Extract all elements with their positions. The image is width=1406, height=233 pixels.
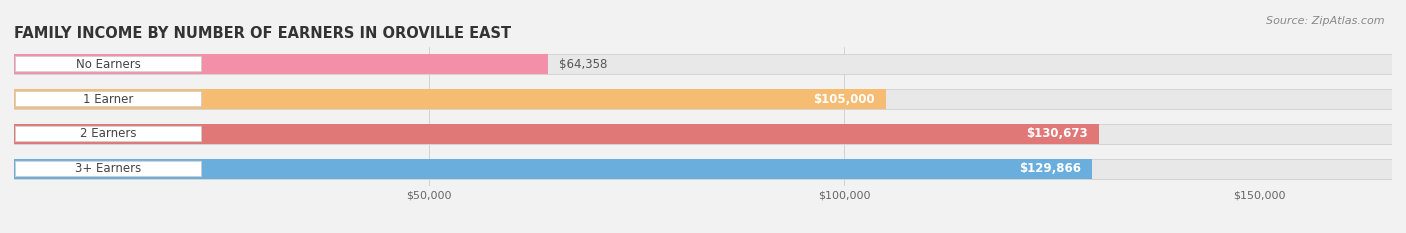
Text: No Earners: No Earners xyxy=(76,58,141,71)
Text: Source: ZipAtlas.com: Source: ZipAtlas.com xyxy=(1267,16,1385,26)
FancyBboxPatch shape xyxy=(15,91,201,107)
Text: $130,673: $130,673 xyxy=(1026,127,1088,140)
Text: $64,358: $64,358 xyxy=(560,58,607,71)
Bar xyxy=(14,159,1392,178)
Bar xyxy=(14,55,548,74)
FancyBboxPatch shape xyxy=(15,161,201,177)
Bar xyxy=(14,89,1392,109)
Bar xyxy=(14,159,1092,178)
Text: 3+ Earners: 3+ Earners xyxy=(76,162,142,175)
FancyBboxPatch shape xyxy=(15,56,201,72)
Text: FAMILY INCOME BY NUMBER OF EARNERS IN OROVILLE EAST: FAMILY INCOME BY NUMBER OF EARNERS IN OR… xyxy=(14,26,512,41)
Bar xyxy=(14,89,886,109)
FancyBboxPatch shape xyxy=(15,126,201,142)
Bar xyxy=(14,55,1392,74)
Text: $105,000: $105,000 xyxy=(813,93,875,106)
Text: $129,866: $129,866 xyxy=(1019,162,1081,175)
Bar xyxy=(14,124,1392,144)
Text: 2 Earners: 2 Earners xyxy=(80,127,136,140)
Bar xyxy=(14,124,1098,144)
Text: 1 Earner: 1 Earner xyxy=(83,93,134,106)
